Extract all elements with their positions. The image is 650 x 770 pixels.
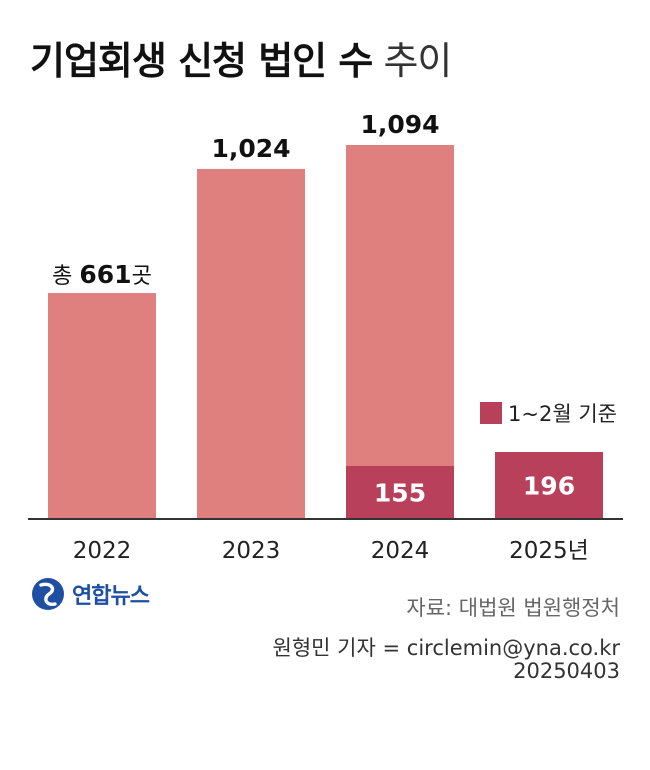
bar-partial-2024 xyxy=(346,466,454,519)
x-tick-label-2024: 2024 xyxy=(371,538,430,564)
x-tick-label-2022: 2022 xyxy=(73,538,132,564)
date-text: 20250403 xyxy=(513,659,620,683)
yonhap-logo: 연합뉴스 xyxy=(30,576,150,612)
bar-total-2023 xyxy=(197,168,305,519)
data-label-total-2022: 총 661곳 xyxy=(52,260,152,289)
logo-text: 연합뉴스 xyxy=(72,584,150,609)
chart-legend: 1~2월 기준 xyxy=(480,398,617,428)
bar-partial-2025년 xyxy=(495,451,603,519)
yonhap-globe-icon xyxy=(32,578,64,610)
chart-title: 기업회생 신청 법인 수 추이 xyxy=(30,30,452,85)
data-label-partial-2024: 155 xyxy=(374,479,426,508)
data-label-total-2023: 1,024 xyxy=(211,134,290,163)
chart-title-main: 기업회생 신청 법인 수 xyxy=(30,39,373,83)
reporter-text: 원형민 기자 = circlemin@yna.co.kr xyxy=(272,636,620,660)
x-tick-label-2025년: 2025년 xyxy=(509,538,589,564)
legend-swatch xyxy=(480,402,502,424)
x-tick-label-2023: 2023 xyxy=(222,538,281,564)
bar-total-2024 xyxy=(346,145,454,519)
data-label-total-2024: 1,094 xyxy=(360,110,439,139)
legend-label: 1~2월 기준 xyxy=(508,402,617,426)
source-text: 자료: 대법원 법원행정처 xyxy=(406,596,620,620)
chart-title-suffix: 추이 xyxy=(383,39,452,83)
bar-total-2022 xyxy=(48,293,156,519)
data-label-partial-2025년: 196 xyxy=(523,471,575,500)
